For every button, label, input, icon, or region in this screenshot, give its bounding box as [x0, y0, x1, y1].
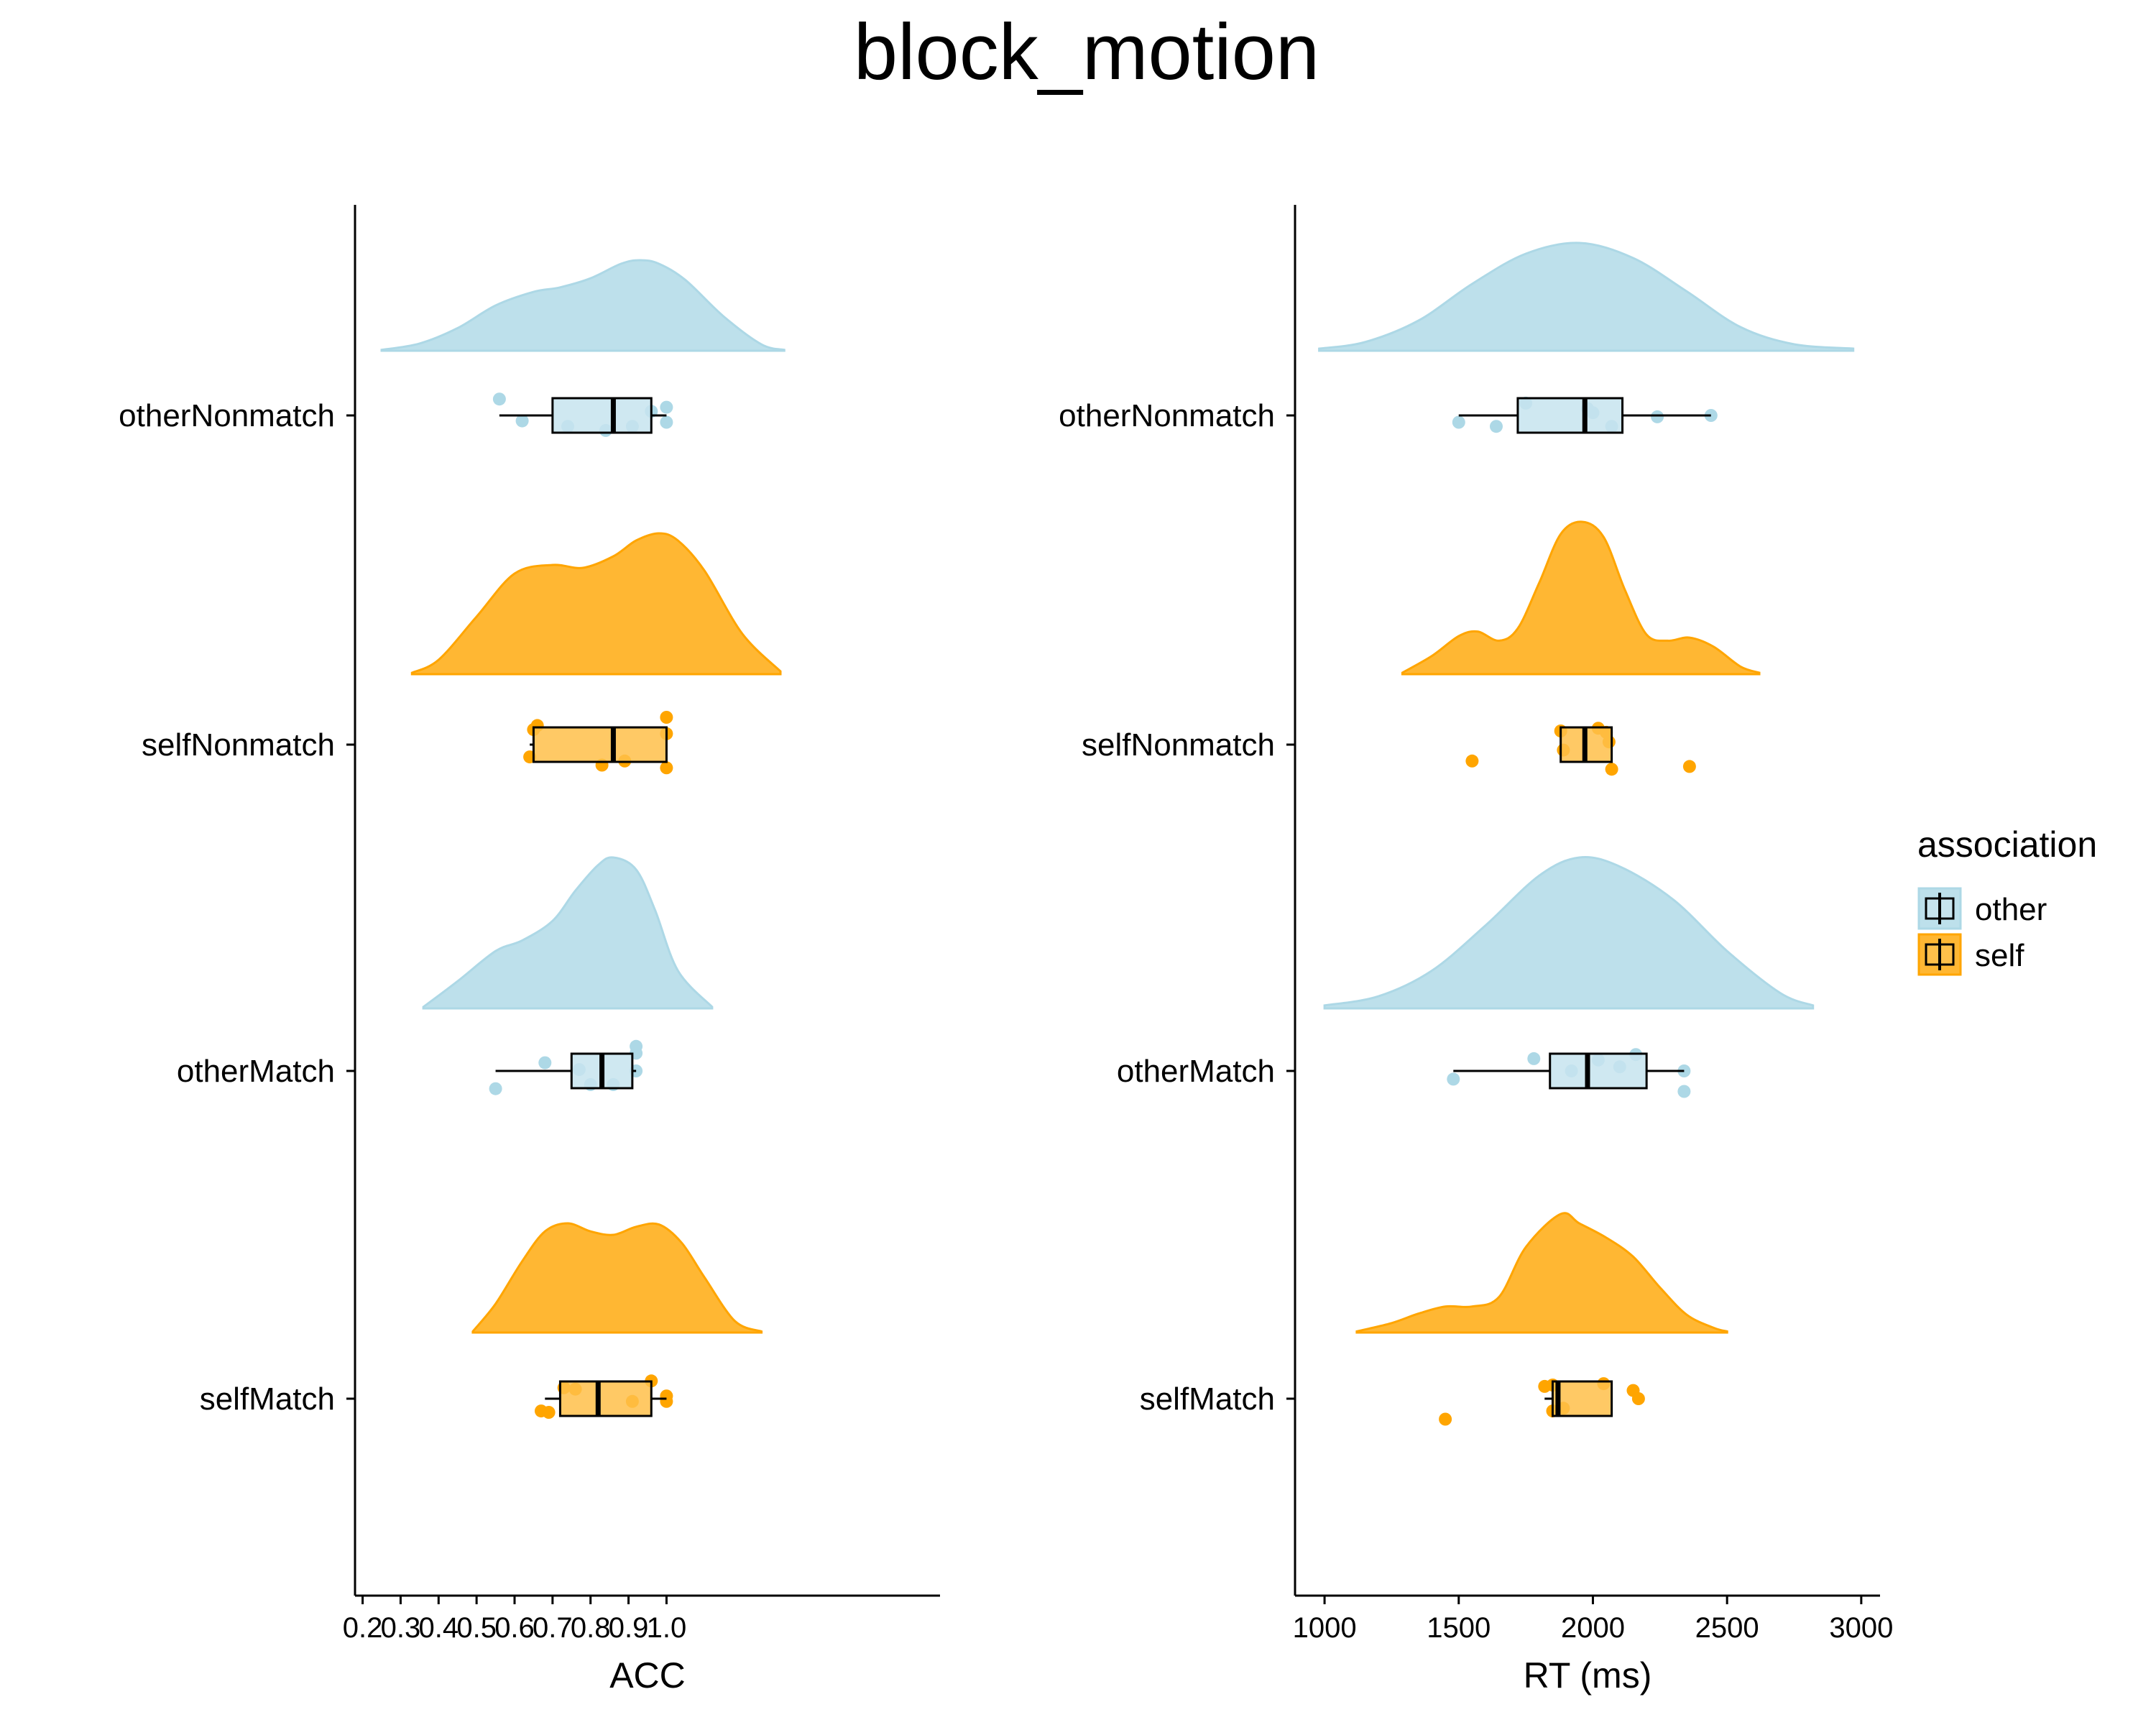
- legend-item-other: other: [1917, 887, 2047, 930]
- data-point: [492, 392, 506, 406]
- y-category-label: otherMatch: [177, 1054, 335, 1089]
- legend-label: other: [1975, 892, 2047, 927]
- legend-label: self: [1975, 938, 2024, 973]
- legend: association other self: [1917, 824, 2097, 976]
- data-point: [660, 1394, 673, 1408]
- density-otherMatch: [422, 856, 714, 1010]
- x-tick-label: 2500: [1695, 1612, 1759, 1644]
- density-selfMatch: [1355, 1212, 1728, 1334]
- data-point: [1651, 410, 1664, 423]
- x-tick-label: 2000: [1561, 1612, 1625, 1644]
- x-tick-label: 0.9: [609, 1612, 649, 1644]
- x-tick-label: 1500: [1427, 1612, 1491, 1644]
- box-selfNonmatch: [532, 726, 668, 763]
- x-tick-label: 0.5: [456, 1612, 497, 1644]
- data-point: [660, 761, 673, 775]
- y-category-label: selfNonmatch: [142, 727, 335, 763]
- panel-acc: 0.20.30.40.50.60.70.80.91.0 ACC otherNonma…: [119, 205, 940, 1696]
- data-point: [542, 1406, 556, 1419]
- box-otherMatch: [1549, 1052, 1648, 1090]
- legend-title: association: [1917, 824, 2097, 865]
- data-point: [660, 415, 673, 429]
- box-otherNonmatch: [1516, 397, 1624, 434]
- x-tick-label: 0.8: [571, 1612, 611, 1644]
- legend-item-self: self: [1917, 933, 2024, 976]
- density-selfMatch: [471, 1222, 763, 1334]
- box-selfMatch: [1551, 1380, 1613, 1417]
- x-tick-label: 1000: [1293, 1612, 1357, 1644]
- x-tick-label: 0.3: [381, 1612, 421, 1644]
- density-selfNonmatch: [410, 532, 782, 676]
- x-tick-label: 0.2: [343, 1612, 383, 1644]
- density-selfNonmatch: [1401, 520, 1761, 676]
- density-otherMatch: [1323, 856, 1815, 1010]
- panel-rt: 1000 1500 2000 2500 3000 RT (ms) otherNonmatch…: [1059, 205, 1893, 1696]
- data-point: [1631, 1392, 1645, 1405]
- y-category-label: selfMatch: [200, 1381, 335, 1417]
- density-otherNonmatch: [380, 259, 786, 352]
- y-category-label: otherNonmatch: [1059, 398, 1275, 433]
- data-point: [538, 1056, 552, 1070]
- data-point: [1447, 1072, 1460, 1086]
- data-point: [1527, 1052, 1541, 1065]
- data-point: [1682, 760, 1696, 773]
- y-category-label: selfNonmatch: [1082, 727, 1275, 763]
- data-point: [1452, 415, 1465, 429]
- data-point: [660, 400, 673, 414]
- box-otherNonmatch: [551, 397, 653, 434]
- data-point: [1465, 754, 1479, 768]
- y-category-label: selfMatch: [1140, 1381, 1275, 1417]
- x-tick-label: 1.0: [647, 1612, 687, 1644]
- y-category-label: otherMatch: [1117, 1054, 1275, 1089]
- x-axis-label: ACC: [609, 1655, 686, 1696]
- x-tick-label: 3000: [1829, 1612, 1893, 1644]
- data-point: [1677, 1085, 1691, 1098]
- box-selfMatch: [558, 1380, 653, 1417]
- x-axis-label: RT (ms): [1524, 1655, 1652, 1696]
- data-point: [1605, 763, 1618, 776]
- data-point: [630, 1039, 643, 1053]
- data-point: [489, 1082, 502, 1095]
- data-point: [515, 414, 529, 428]
- density-otherNonmatch: [1318, 242, 1855, 352]
- data-point: [660, 711, 673, 724]
- chart-title: block_motion: [854, 8, 1319, 96]
- x-tick-label: 0.4: [418, 1612, 459, 1644]
- x-tick-label: 0.7: [533, 1612, 573, 1644]
- data-point: [1439, 1412, 1452, 1426]
- y-category-label: otherNonmatch: [119, 398, 335, 433]
- data-point: [1704, 409, 1718, 422]
- x-tick-label: 0.6: [494, 1612, 535, 1644]
- data-point: [1490, 420, 1503, 433]
